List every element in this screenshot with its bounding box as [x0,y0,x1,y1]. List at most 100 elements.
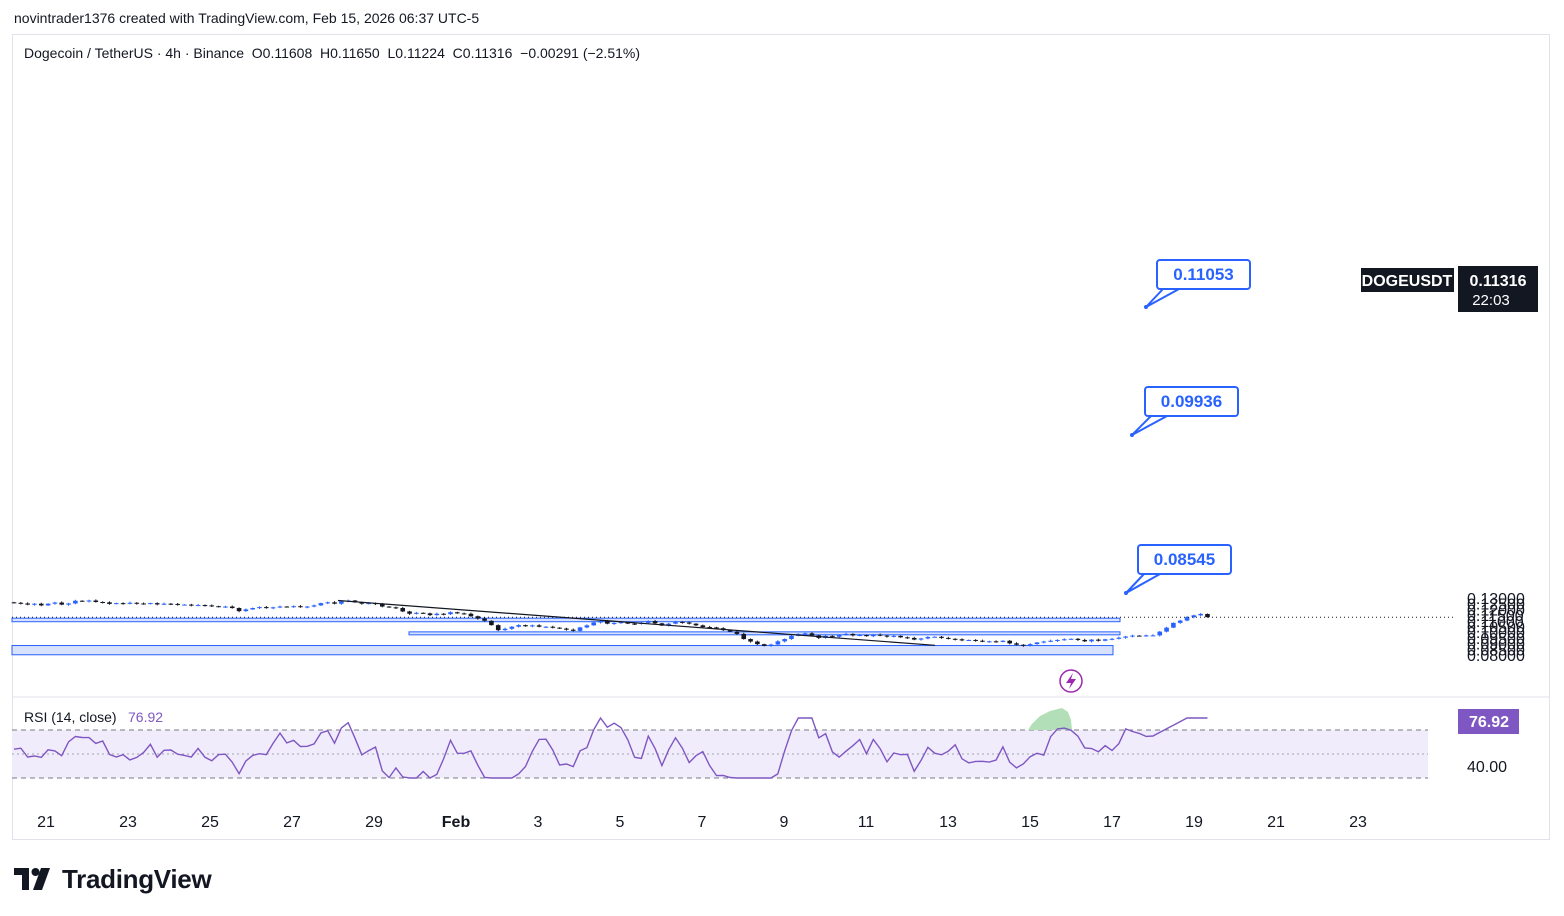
x-axis-tick: 13 [939,814,957,831]
candle [1157,631,1163,637]
candle [277,605,283,609]
candle-body [229,606,235,609]
candle [911,636,917,641]
rsi-title-value: 76.92 [128,709,163,725]
candle [318,602,324,606]
candle [1096,638,1101,642]
candle [1075,638,1081,641]
candle-body [1034,642,1040,645]
candle [1191,614,1197,619]
candle [441,613,446,616]
callout-anchor [1144,305,1148,309]
candle-body [673,621,678,624]
candle-body [93,600,99,602]
candle [407,610,412,615]
candle-body [414,612,419,614]
candle [1184,616,1190,622]
candle [693,623,699,626]
candle-body [304,606,310,608]
candle [680,621,685,624]
candle [939,635,944,639]
candle [400,606,406,613]
candle-body [11,602,17,604]
callout-pointer [1145,288,1180,308]
candle-body [925,636,931,639]
candle-body [1191,615,1197,618]
candle-body [1027,644,1033,646]
support-zone[interactable] [11,645,1114,656]
callout-box [1137,544,1232,575]
y-axis-tick: 0.10000 [1467,625,1525,642]
candle [1164,626,1169,633]
price-callout[interactable]: 0.11053 [1144,259,1251,309]
candle-body [59,602,65,605]
candle-body [986,641,992,643]
y-axis-tick: 0.12500 [1467,597,1525,614]
legend-low: 0.11224 [395,45,445,61]
candle [973,639,978,642]
candle [1143,634,1149,637]
support-zone[interactable] [11,617,1121,623]
candle-body [100,601,105,603]
candle [884,634,890,638]
x-axis-tick: 7 [698,814,707,831]
candle-body [584,625,590,628]
candle-body [871,634,876,637]
candle [871,633,876,638]
candle-body [189,604,194,606]
candle [148,602,153,605]
candle [298,605,303,608]
candle-body [195,605,201,607]
candle-body [236,608,242,612]
candle [830,635,835,638]
candle-body [802,633,808,635]
candle [570,628,576,632]
candle-body [52,602,58,604]
candle [168,603,174,606]
candle [993,640,999,643]
candle-body [32,603,37,605]
candle [175,602,180,606]
symbol-legend: Dogecoin / TetherUS · 4h · Binance O0.11… [24,45,640,61]
candle [1177,619,1183,624]
x-axis-tick: 29 [365,814,383,831]
price-callout[interactable]: 0.09936 [1130,386,1239,437]
candle [1014,642,1019,646]
candle-body [400,608,406,612]
y-axis-tick: 0.12000 [1467,602,1525,619]
candle-body [625,622,631,624]
price-callout[interactable]: 0.08545 [1124,544,1232,595]
candle [864,634,869,637]
candle-body [393,607,399,609]
x-axis-tick: 15 [1021,814,1039,831]
candle [455,611,460,614]
candle [202,604,208,607]
candle [1198,612,1203,617]
candle [216,605,221,608]
candle [932,636,937,638]
candle-body [379,603,385,607]
candle [1041,640,1047,644]
candle [836,634,842,638]
candle [209,604,215,608]
candle-body [1109,638,1115,640]
candle-body [877,634,883,636]
candle [611,622,617,625]
candle [100,601,105,604]
candle-body [761,644,767,646]
candle-body [448,612,453,615]
lightning-icon[interactable] [1059,669,1083,693]
candle-body [911,637,917,640]
candle [516,624,521,628]
candle [966,639,972,641]
candle [577,626,583,632]
candle [802,632,808,635]
candle [857,634,862,637]
rsi-overbought-fill [1028,708,1072,730]
trendline[interactable] [337,599,936,646]
support-zone[interactable] [408,631,1121,636]
candle-body [1021,644,1026,646]
x-axis-tick: 3 [534,814,543,831]
candle-body [1000,640,1006,642]
